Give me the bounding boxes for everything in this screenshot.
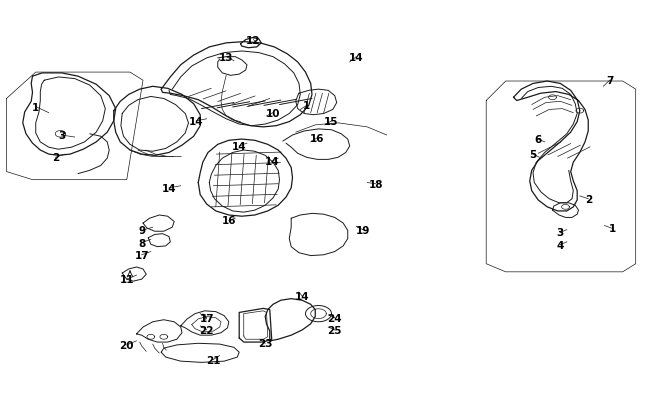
Text: 9: 9 xyxy=(138,226,145,236)
Text: 6: 6 xyxy=(534,135,542,145)
Text: 14: 14 xyxy=(189,117,203,126)
Text: 14: 14 xyxy=(295,292,309,301)
Text: 21: 21 xyxy=(206,355,220,364)
Text: 18: 18 xyxy=(369,179,383,189)
Text: 1: 1 xyxy=(608,224,616,234)
Text: 3: 3 xyxy=(58,131,66,141)
Text: 14: 14 xyxy=(349,53,363,62)
Text: 24: 24 xyxy=(328,313,342,323)
Text: 14: 14 xyxy=(232,142,246,151)
Text: 17: 17 xyxy=(135,250,149,260)
Text: 3: 3 xyxy=(556,228,564,238)
Text: 20: 20 xyxy=(120,340,134,350)
Text: 1: 1 xyxy=(32,102,40,112)
Text: 1: 1 xyxy=(303,101,311,111)
Text: 11: 11 xyxy=(120,275,134,284)
Text: 14: 14 xyxy=(265,157,279,167)
Text: 8: 8 xyxy=(138,238,146,248)
Text: 7: 7 xyxy=(606,76,614,86)
Text: 10: 10 xyxy=(266,109,280,118)
Text: 16: 16 xyxy=(310,134,324,143)
Text: 5: 5 xyxy=(529,150,537,160)
Text: 17: 17 xyxy=(200,313,214,323)
Text: 14: 14 xyxy=(162,183,176,193)
Text: 22: 22 xyxy=(200,325,214,335)
Text: 23: 23 xyxy=(258,339,272,348)
Text: 13: 13 xyxy=(219,53,233,62)
Text: 2: 2 xyxy=(51,153,59,163)
Text: 4: 4 xyxy=(556,240,564,250)
Text: 19: 19 xyxy=(356,225,370,235)
Text: 16: 16 xyxy=(222,216,236,226)
Text: 12: 12 xyxy=(246,36,261,45)
Text: 2: 2 xyxy=(584,194,592,204)
Text: 25: 25 xyxy=(328,325,342,335)
Text: 15: 15 xyxy=(324,117,339,126)
